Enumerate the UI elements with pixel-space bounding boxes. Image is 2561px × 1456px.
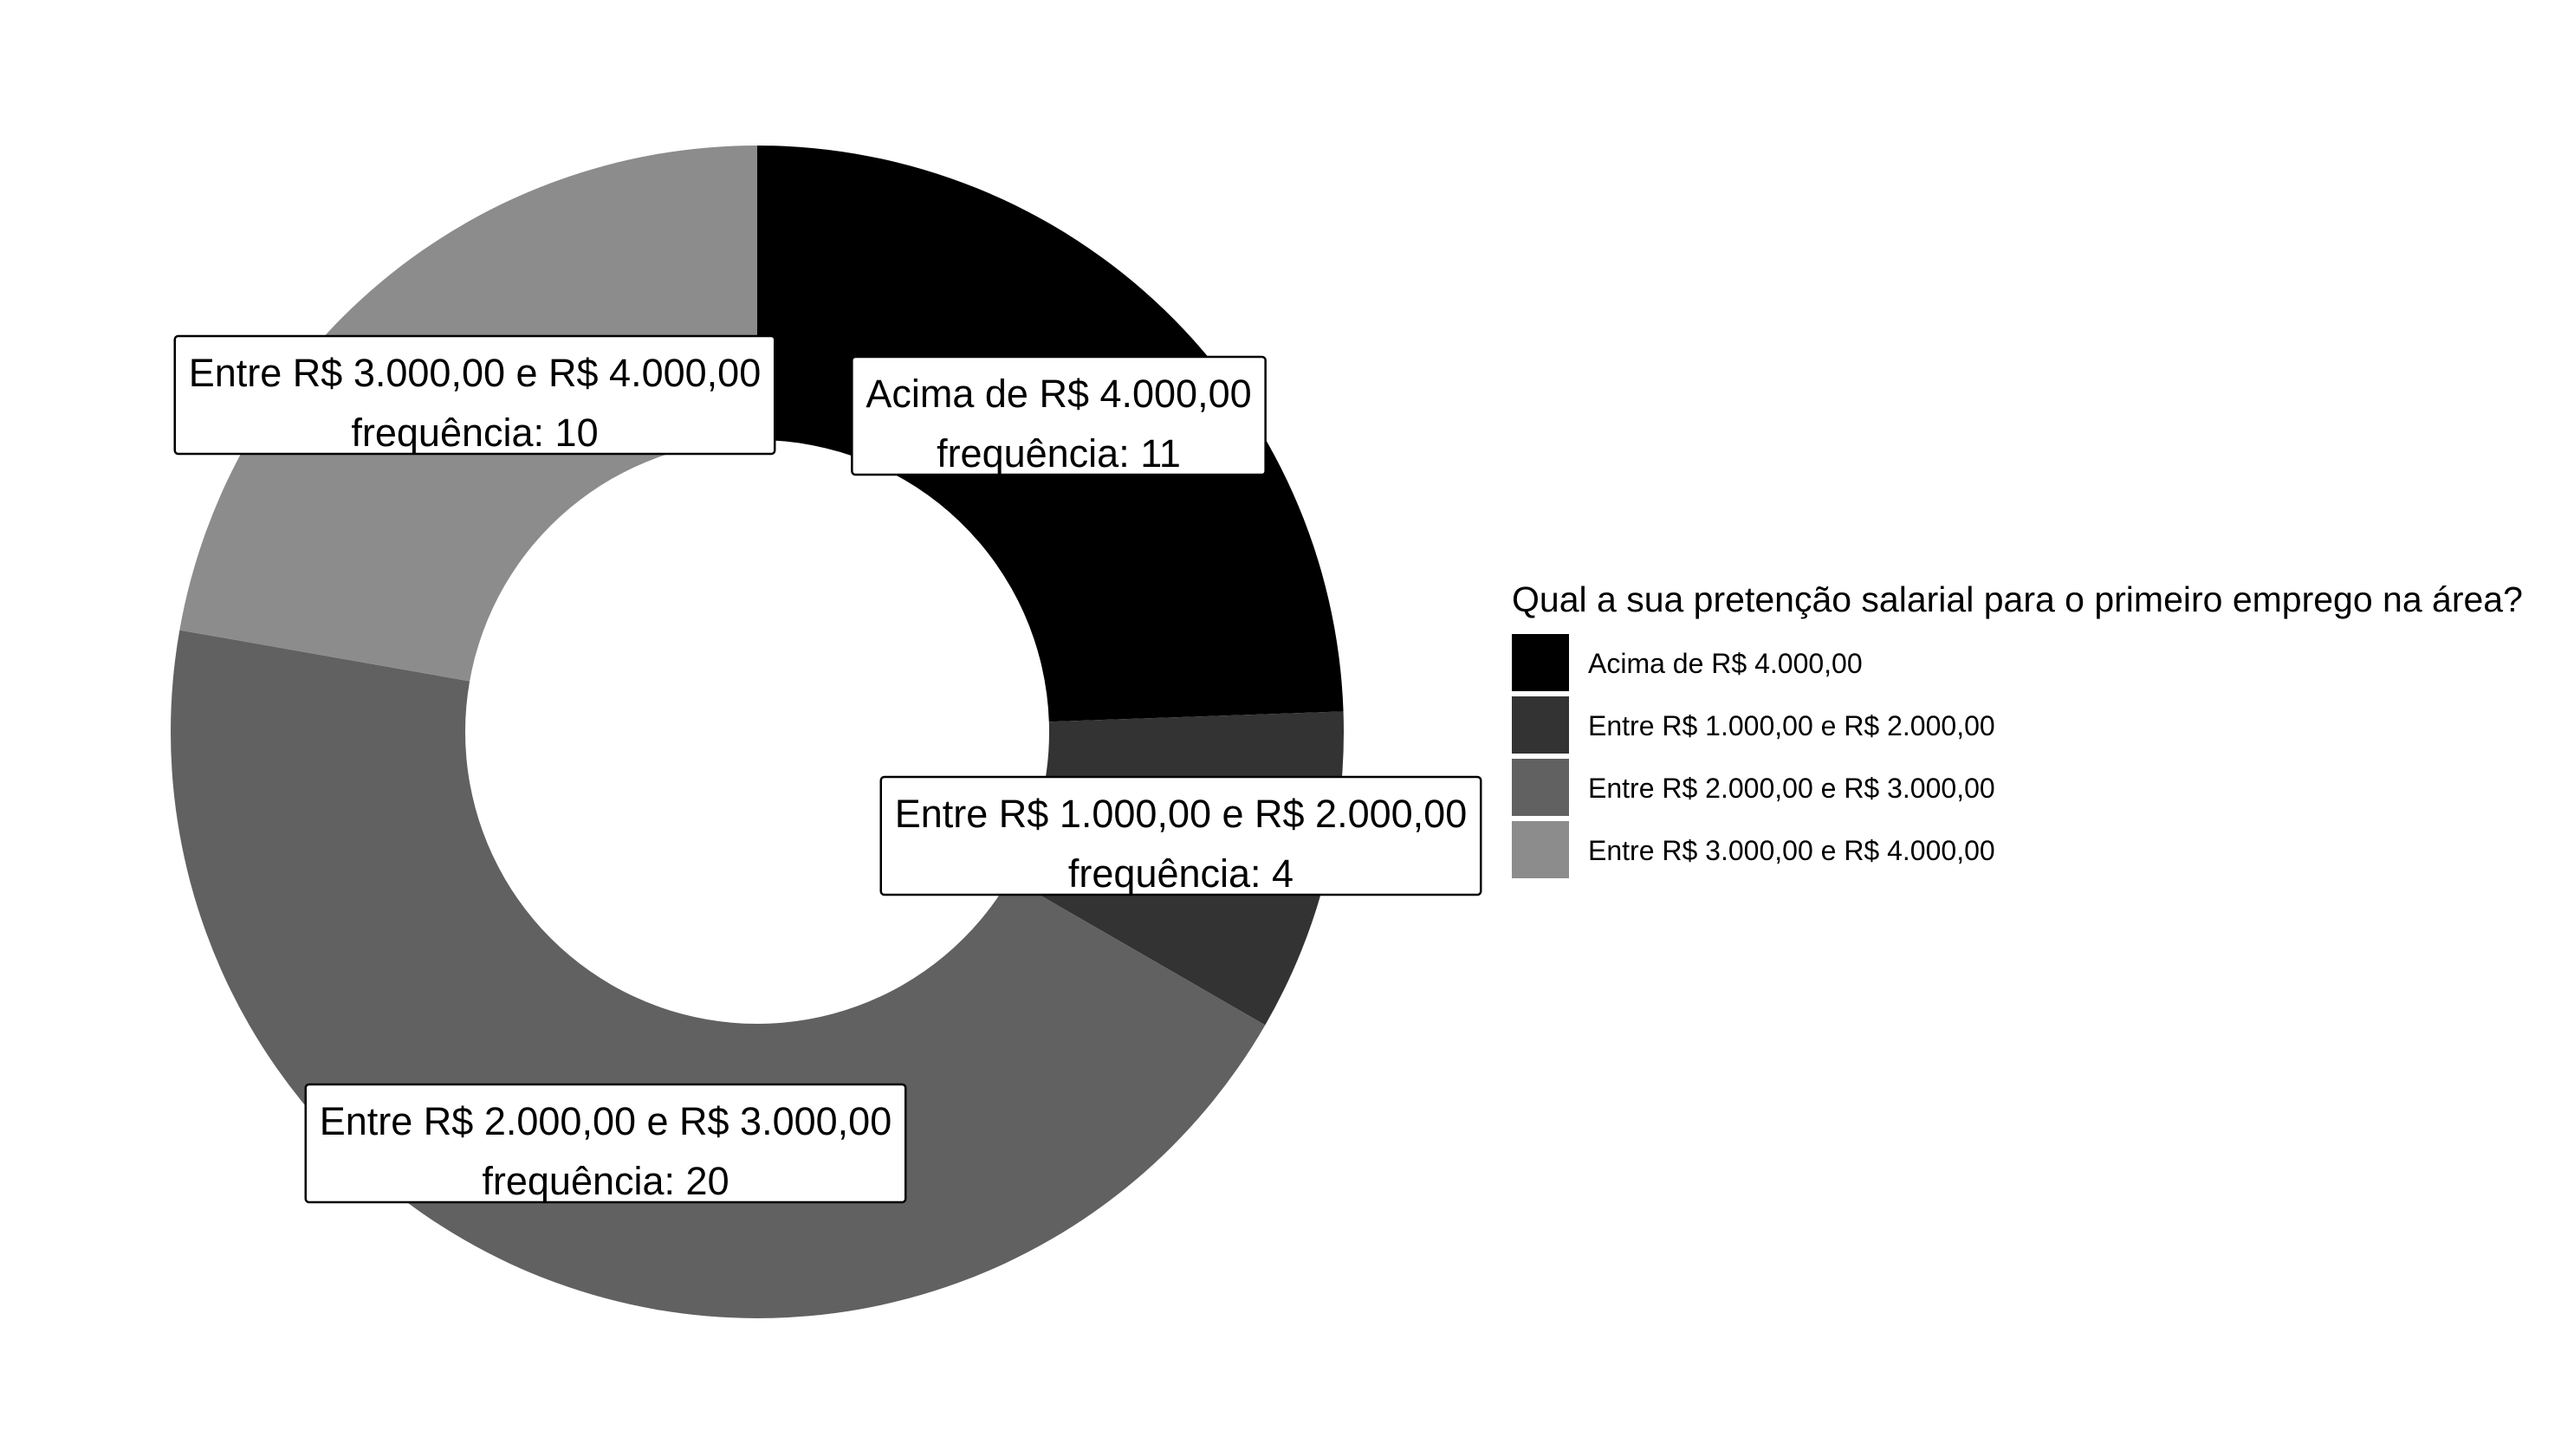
legend-swatch [1512, 696, 1569, 754]
slice-labels: Acima de R$ 4.000,00 frequência: 11 Entre … [173, 334, 1482, 1204]
legend-item-acima-de-r-4-000-00: Acima de R$ 4.000,00 [1512, 634, 1863, 691]
slice-label-entre-r-1-000-00-e-r-2-000-00: Entre R$ 1.000,00 e R$ 2.000,00 frequênci… [879, 775, 1482, 896]
legend-swatch [1512, 634, 1569, 691]
slice-label-category: Entre R$ 1.000,00 e R$ 2.000,00 [895, 792, 1467, 836]
legend-item-entre-r-1-000-00-e-r-2-000-00: Entre R$ 1.000,00 e R$ 2.000,00 [1512, 696, 1995, 754]
slice-label-box [304, 1083, 907, 1204]
legend-label: Entre R$ 2.000,00 e R$ 3.000,00 [1588, 773, 1995, 804]
legend-swatch [1512, 759, 1569, 816]
legend-item-entre-r-2-000-00-e-r-3-000-00: Entre R$ 2.000,00 e R$ 3.000,00 [1512, 759, 1995, 816]
legend-item-entre-r-3-000-00-e-r-4-000-00: Entre R$ 3.000,00 e R$ 4.000,00 [1512, 821, 1995, 878]
legend: Qual a sua pretenção salarial para o pri… [1512, 579, 2523, 878]
slice-label-entre-r-3-000-00-e-r-4-000-00: Entre R$ 3.000,00 e R$ 4.000,00 frequênci… [173, 334, 776, 456]
slice-label-category: Acima de R$ 4.000,00 [866, 372, 1251, 416]
legend-title: Qual a sua pretenção salarial para o pri… [1512, 579, 2523, 619]
legend-items: Acima de R$ 4.000,00 Entre R$ 1.000,00 e … [1512, 634, 1995, 878]
legend-label: Acima de R$ 4.000,00 [1588, 648, 1863, 679]
slice-label-box [879, 775, 1482, 896]
legend-swatch [1512, 821, 1569, 878]
legend-label: Entre R$ 3.000,00 e R$ 4.000,00 [1588, 835, 1995, 866]
slice-label-box [173, 334, 776, 456]
slice-label-frequency: frequência: 10 [351, 411, 598, 455]
slice-label-box [851, 355, 1267, 476]
slice-label-frequency: frequência: 20 [482, 1159, 729, 1203]
slice-label-category: Entre R$ 2.000,00 e R$ 3.000,00 [320, 1099, 891, 1143]
slice-label-frequency: frequência: 11 [937, 431, 1181, 476]
slice-label-acima-de-r-4-000-00: Acima de R$ 4.000,00 frequência: 11 [851, 355, 1267, 476]
slice-label-frequency: frequência: 4 [1068, 851, 1293, 896]
slice-label-category: Entre R$ 3.000,00 e R$ 4.000,00 [189, 351, 761, 395]
slice-label-entre-r-2-000-00-e-r-3-000-00: Entre R$ 2.000,00 e R$ 3.000,00 frequênci… [304, 1083, 907, 1204]
legend-label: Entre R$ 1.000,00 e R$ 2.000,00 [1588, 710, 1995, 741]
